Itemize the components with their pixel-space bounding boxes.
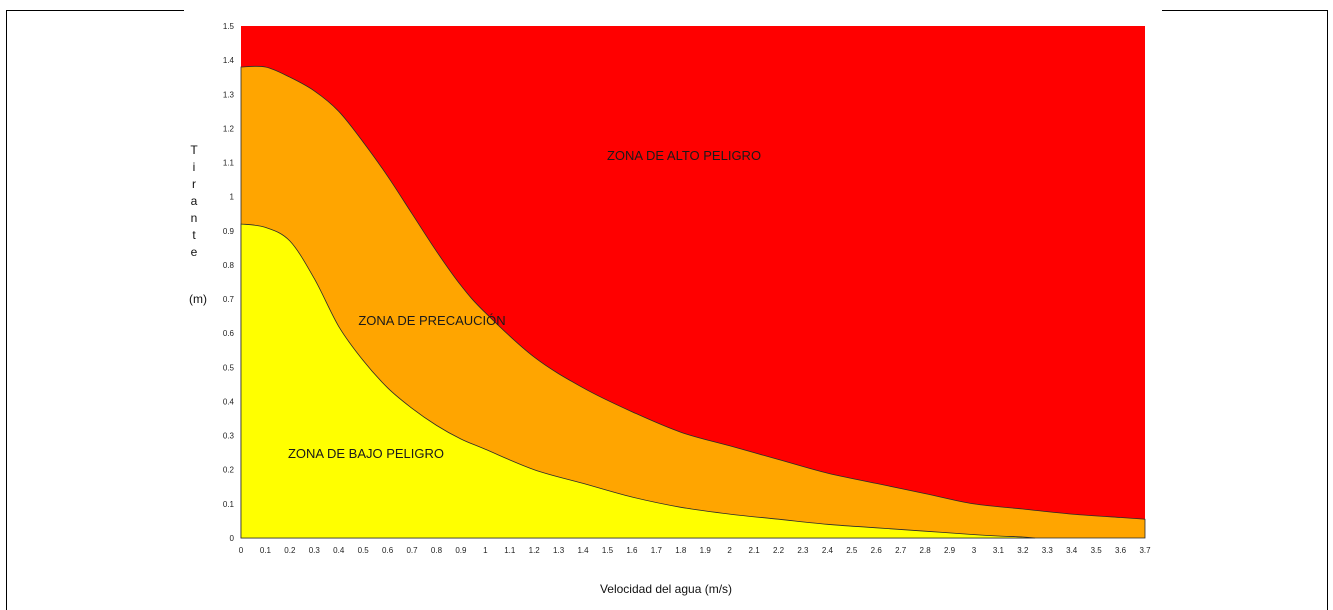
x-tick-label: 1.8 [675, 546, 687, 555]
x-tick-label: 2.1 [749, 546, 761, 555]
x-tick-label: 1.7 [651, 546, 663, 555]
y-tick-label: 0.1 [223, 500, 235, 509]
x-tick-label: 0.3 [309, 546, 321, 555]
y-axis-label-letter: a [191, 194, 198, 208]
x-tick-label: 2.6 [871, 546, 883, 555]
x-tick-label: 1.1 [504, 546, 516, 555]
y-tick-label: 0.8 [223, 261, 235, 270]
x-tick-label: 1.3 [553, 546, 565, 555]
x-tick-label: 2 [727, 546, 732, 555]
y-tick-label: 1 [230, 193, 235, 202]
y-tick-label: 0.6 [223, 329, 235, 338]
x-tick-label: 0.9 [455, 546, 467, 555]
x-tick-label: 0.2 [284, 546, 296, 555]
x-tick-label: 1 [483, 546, 488, 555]
x-axis-ticks: 0 0.1 0.2 0.3 0.4 0.5 0.6 0.7 0.8 0.9 1 1.1 1.2 1.3 1.… [239, 546, 1151, 555]
y-axis-ticks: 0 0.1 0.2 0.3 0.4 0.5 0.6 0.7 0.8 0.9 1 1.1 1.2 1.3 1.… [223, 22, 235, 543]
x-tick-label: 3.7 [1139, 546, 1151, 555]
x-tick-label: 1.4 [577, 546, 589, 555]
x-tick-label: 0.8 [431, 546, 443, 555]
x-tick-label: 0.6 [382, 546, 394, 555]
x-tick-label: 2.8 [920, 546, 932, 555]
y-tick-label: 0 [230, 534, 235, 543]
x-tick-label: 0.7 [406, 546, 418, 555]
y-axis-label-letter: e [191, 245, 198, 259]
area-caution [240, 65, 1146, 539]
x-tick-label: 1.9 [700, 546, 712, 555]
x-tick-label: 3.2 [1017, 546, 1029, 555]
y-tick-label: 1.3 [223, 90, 235, 99]
y-tick-label: 0.2 [223, 466, 235, 475]
x-tick-label: 2.4 [822, 546, 834, 555]
label-low-hazard-zone: ZONA DE BAJO PELIGRO [288, 446, 444, 461]
y-tick-label: 1.1 [223, 159, 235, 168]
x-tick-label: 2.7 [895, 546, 907, 555]
x-tick-label: 2.5 [846, 546, 858, 555]
frame-top-right-line [1162, 10, 1328, 11]
y-tick-label: 0.5 [223, 363, 235, 372]
y-tick-label: 0.3 [223, 432, 235, 441]
y-tick-label: 0.4 [223, 397, 235, 406]
figure-frame [6, 10, 1328, 610]
x-tick-label: 0.1 [260, 546, 272, 555]
x-tick-label: 1.5 [602, 546, 614, 555]
x-tick-label: 3 [972, 546, 977, 555]
y-tick-label: 0.9 [223, 227, 235, 236]
x-tick-label: 1.6 [626, 546, 638, 555]
x-tick-label: 3.6 [1115, 546, 1127, 555]
area-low-hazard [240, 223, 1036, 539]
x-tick-label: 3.3 [1042, 546, 1054, 555]
y-axis-label-letter: r [192, 177, 196, 191]
label-caution-zone: ZONA DE PRECAUCIÓN [358, 313, 505, 328]
chart-areas [240, 26, 1146, 539]
x-axis-label: Velocidad del agua (m/s) [600, 582, 732, 596]
x-tick-label: 1.2 [529, 546, 541, 555]
y-tick-label: 1.2 [223, 124, 235, 133]
y-axis-label-letter: t [192, 228, 196, 242]
y-axis-label-letter: n [191, 211, 198, 225]
y-axis-unit: (m) [189, 292, 207, 306]
y-tick-label: 1.4 [223, 56, 235, 65]
x-tick-label: 3.1 [993, 546, 1005, 555]
x-tick-label: 2.9 [944, 546, 956, 555]
label-high-hazard-zone: ZONA DE ALTO PELIGRO [607, 148, 761, 163]
x-tick-label: 3.5 [1091, 546, 1103, 555]
x-tick-label: 2.2 [773, 546, 785, 555]
y-axis-label-letter: i [193, 160, 196, 174]
y-tick-label: 1.5 [223, 22, 235, 31]
y-tick-label: 0.7 [223, 295, 235, 304]
y-axis-label-letter: T [190, 143, 198, 157]
x-tick-label: 3.4 [1066, 546, 1078, 555]
frame-top-left-line [6, 10, 184, 11]
x-tick-label: 0.5 [358, 546, 370, 555]
x-tick-label: 0 [239, 546, 244, 555]
x-tick-label: 2.3 [797, 546, 809, 555]
x-tick-label: 0.4 [333, 546, 345, 555]
